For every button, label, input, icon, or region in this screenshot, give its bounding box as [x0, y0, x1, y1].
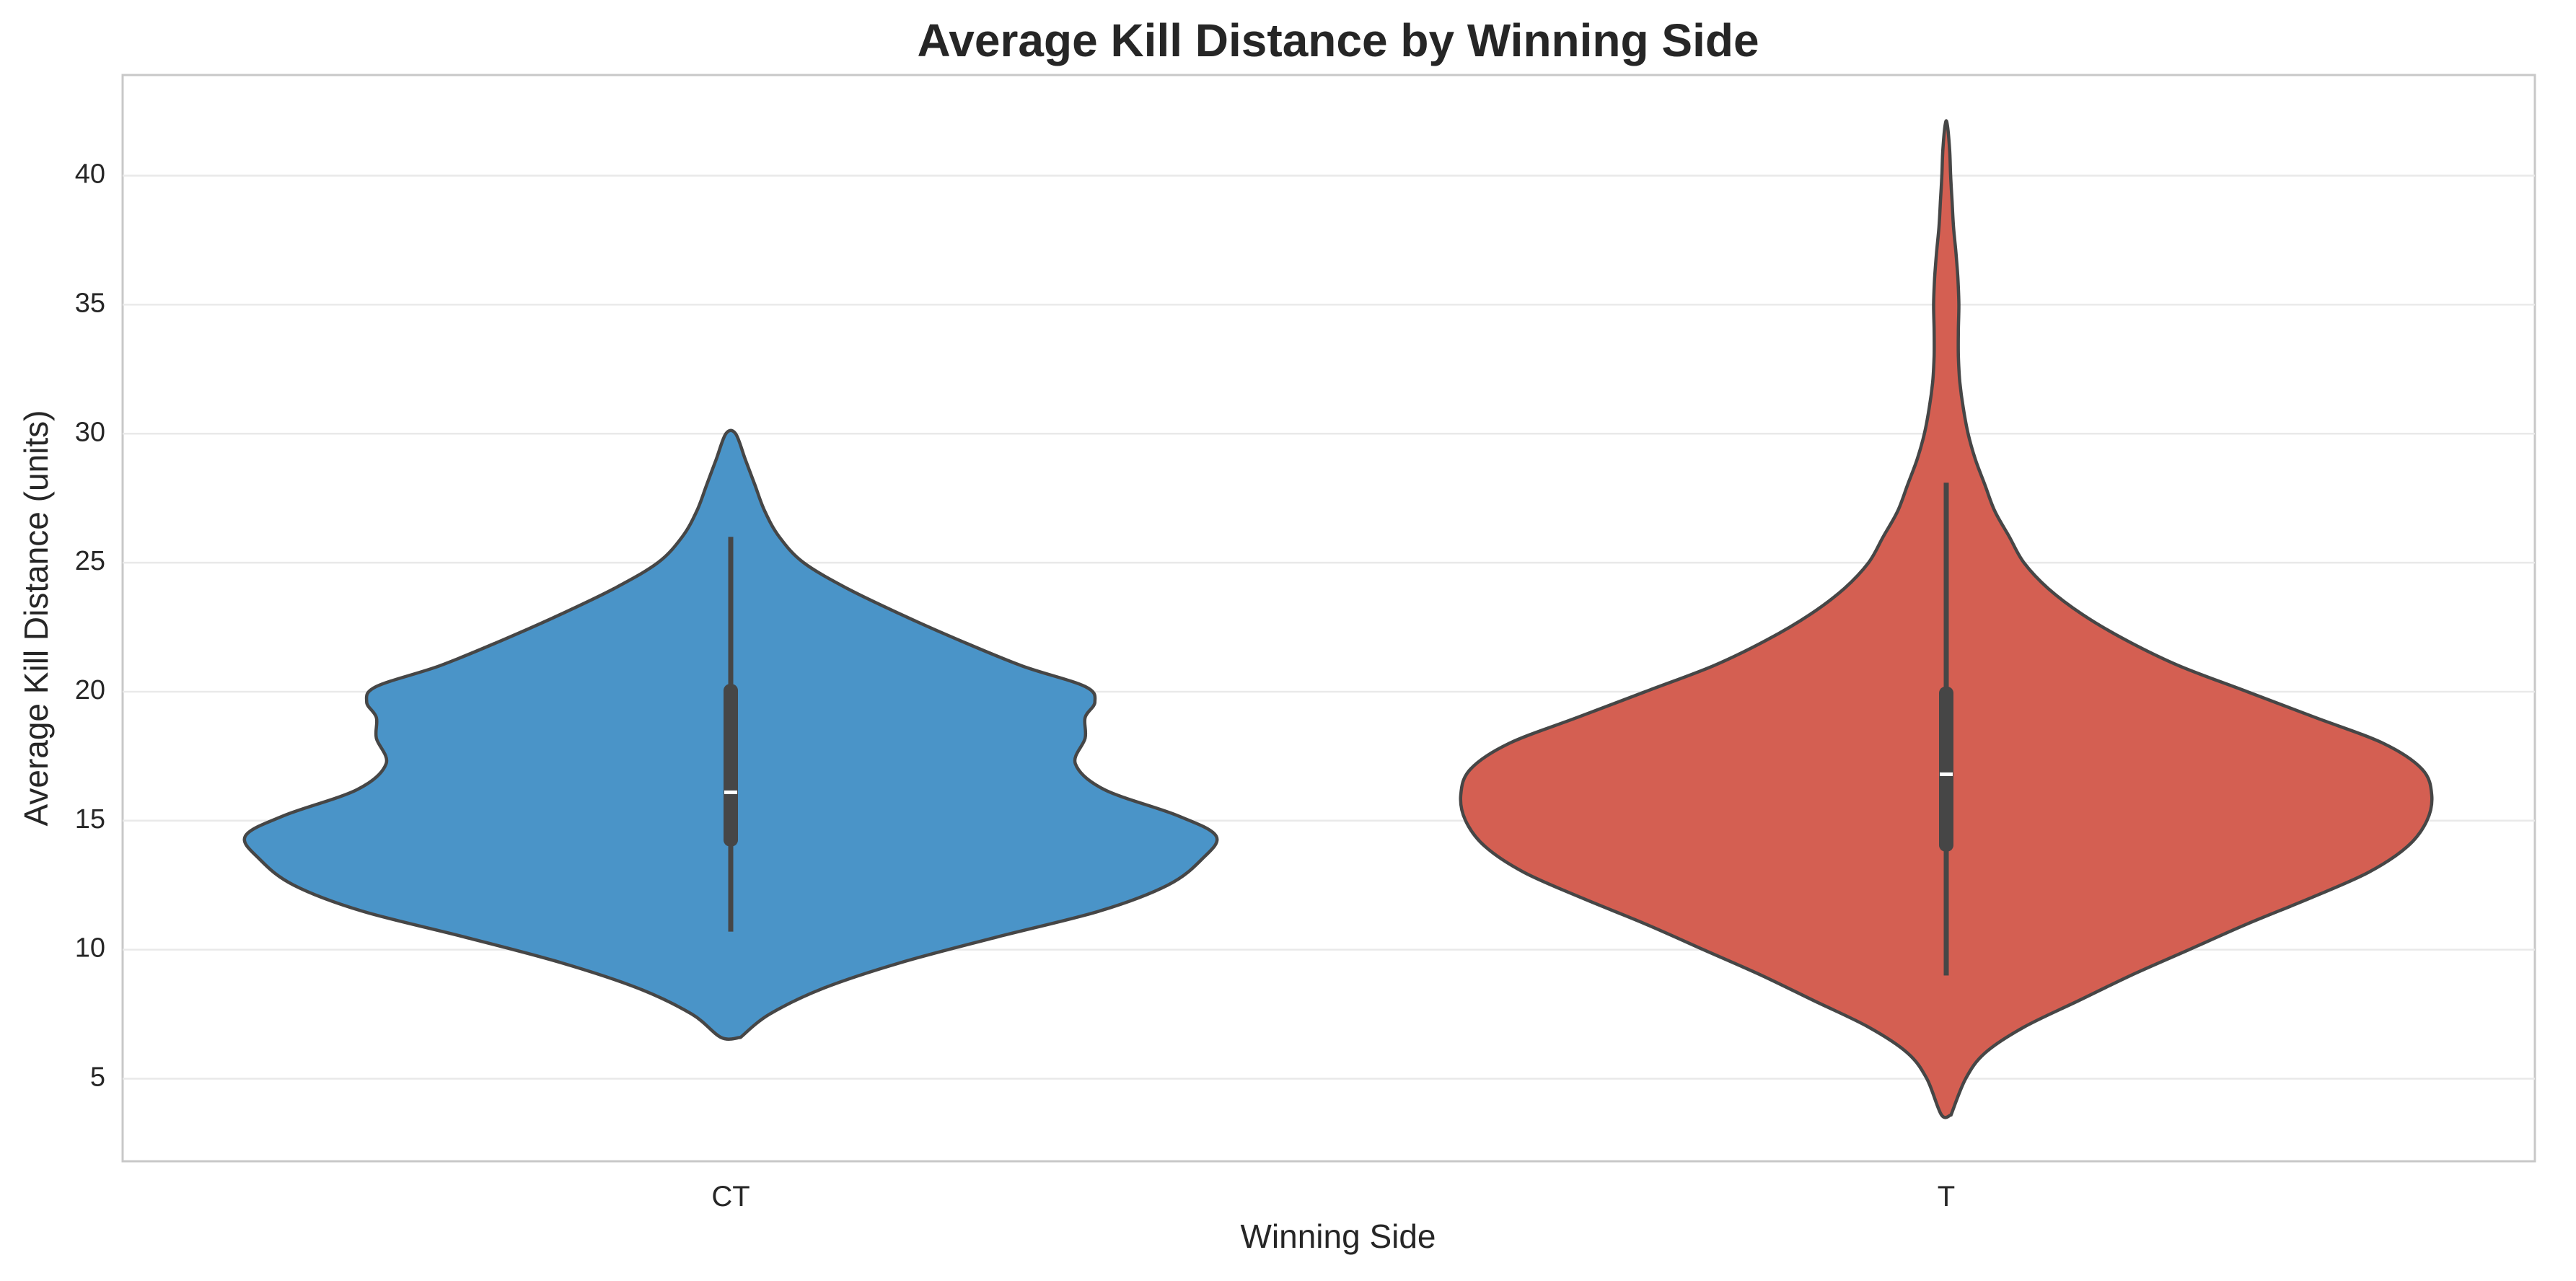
chart-title: Average Kill Distance by Winning Side	[917, 14, 1759, 66]
iqr-box-ct	[724, 684, 738, 847]
iqr-box-t	[1939, 686, 1953, 852]
x-tick-labels: CT T	[711, 1181, 1955, 1212]
median-marker-t	[1940, 772, 1953, 776]
y-tick-label: 35	[75, 288, 105, 318]
y-tick-label: 30	[75, 417, 105, 447]
violins	[242, 119, 2434, 1119]
y-tick-labels: 5 10 15 20 25 30 35 40	[75, 159, 105, 1093]
y-tick-label: 15	[75, 804, 105, 835]
x-axis-label: Winning Side	[1240, 1218, 1436, 1255]
median-marker-ct	[724, 790, 737, 794]
y-axis-label: Average Kill Distance (units)	[17, 410, 55, 827]
y-tick-label: 5	[90, 1062, 105, 1093]
y-tick-label: 20	[75, 675, 105, 705]
y-tick-label: 10	[75, 933, 105, 964]
y-tick-label: 40	[75, 159, 105, 190]
y-tick-label: 25	[75, 546, 105, 576]
x-tick-label-ct: CT	[711, 1181, 749, 1212]
plot-area	[121, 74, 2536, 1163]
x-tick-label-t: T	[1938, 1181, 1955, 1212]
